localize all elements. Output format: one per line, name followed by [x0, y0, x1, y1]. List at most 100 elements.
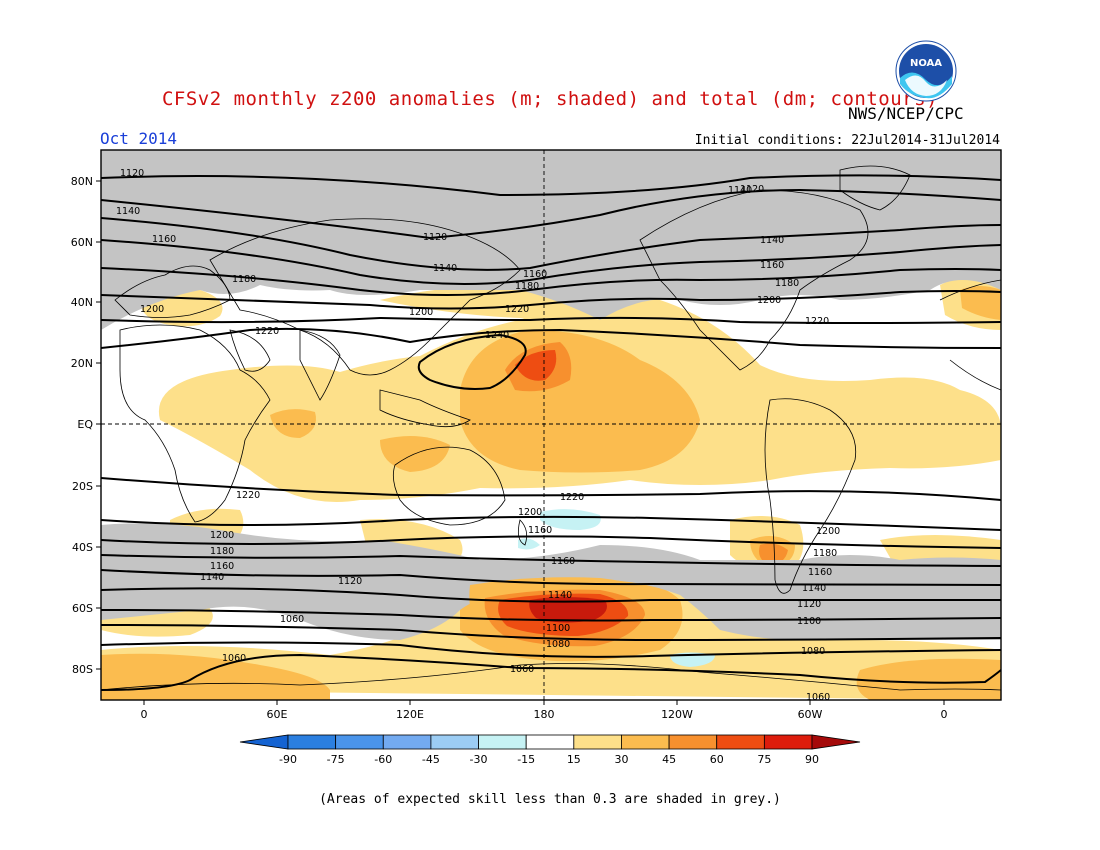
- skill-footnote: (Areas of expected skill less than 0.3 a…: [319, 792, 781, 807]
- colorbar: -90 -75 -60 -45 -30 -15 15 30 45 60 75 90: [239, 734, 861, 766]
- anomaly-negative-field: [518, 509, 715, 667]
- contour-label: 1140: [433, 263, 457, 274]
- lat-label: 20N: [71, 357, 93, 370]
- lon-label: 0: [141, 708, 148, 721]
- colorbar-label: 30: [614, 753, 628, 766]
- lon-label: 180: [534, 708, 555, 721]
- contour-label: 1180: [515, 281, 539, 292]
- contour-label: 1160: [760, 260, 784, 271]
- chart-title: CFSv2 monthly z200 anomalies (m; shaded)…: [161, 88, 939, 110]
- contour-label: 1200: [816, 526, 840, 537]
- contour-label: 1160: [210, 561, 234, 572]
- contour-label: 1180: [813, 548, 837, 559]
- month-label: Oct 2014: [100, 129, 178, 148]
- lat-label: 20S: [72, 480, 93, 493]
- noaa-logo: NOAA: [895, 40, 957, 102]
- colorbar-label: -60: [374, 753, 392, 766]
- contour-label: 1060: [510, 664, 534, 675]
- contour-label: 1140: [548, 590, 572, 601]
- colorbar-cell: [239, 734, 289, 750]
- lon-label: 60W: [798, 708, 823, 721]
- colorbar-cell: [335, 734, 384, 750]
- contour-label: 1060: [222, 653, 246, 664]
- colorbar-label: 60: [710, 753, 724, 766]
- contour-label: 1100: [546, 623, 570, 634]
- colorbar-cell: [573, 734, 622, 750]
- map-panel: 1120 1140 1160 1180 1200 1220 1240 1120 …: [101, 150, 1001, 703]
- colorbar-label: 45: [662, 753, 676, 766]
- colorbar-cell: [287, 734, 337, 750]
- contour-label: 1200: [518, 507, 542, 518]
- colorbar-cell: [811, 734, 861, 750]
- contour-label: 1160: [152, 234, 176, 245]
- colorbar-label: -15: [517, 753, 535, 766]
- colorbar-label: 90: [805, 753, 819, 766]
- south-pacific-anomaly-core: [469, 577, 668, 653]
- height-contours: [101, 174, 1001, 691]
- longitude-labels: 0 60E 120E 180 120W 60W 0: [141, 708, 948, 721]
- contour-label: 1240: [485, 330, 509, 341]
- colorbar-label: -30: [470, 753, 488, 766]
- contour-label: 1140: [760, 235, 784, 246]
- lat-label: 40N: [71, 296, 93, 309]
- contour-labels: 1120 1140 1160 1180 1200 1220 1240 1120 …: [116, 168, 840, 703]
- contour-label: 1080: [801, 646, 825, 657]
- lat-label: 40S: [72, 541, 93, 554]
- contour-label: 1220: [236, 490, 260, 501]
- contour-label: 1180: [775, 278, 799, 289]
- contour-label: 1160: [551, 556, 575, 567]
- contour-label: 1140: [728, 185, 752, 196]
- lat-label: 60S: [72, 602, 93, 615]
- colorbar-label: 75: [757, 753, 771, 766]
- axis-ticks: [96, 180, 945, 705]
- contour-label: 1160: [808, 567, 832, 578]
- initial-conditions-label: Initial conditions: 22Jul2014-31Jul2014: [694, 133, 1000, 148]
- colorbar-cell: [716, 734, 765, 750]
- contour-label: 1140: [802, 583, 826, 594]
- contour-label: 1180: [210, 546, 234, 557]
- contour-label: 1220: [505, 304, 529, 315]
- contour-label: 1120: [338, 576, 362, 587]
- contour-label: 1100: [797, 616, 821, 627]
- contour-label: 1200: [140, 304, 164, 315]
- colorbar-label: 15: [567, 753, 581, 766]
- contour-label: 1200: [757, 295, 781, 306]
- latitude-labels: 80N 60N 40N 20N EQ 20S 40S 60S 80S: [71, 175, 94, 676]
- lon-label: 0: [941, 708, 948, 721]
- contour-label: 1160: [528, 525, 552, 536]
- colorbar-label: -90: [279, 753, 297, 766]
- lon-label: 120E: [396, 708, 424, 721]
- colorbar-label: -45: [422, 753, 440, 766]
- lat-label: EQ: [77, 418, 93, 431]
- lat-label: 80N: [71, 175, 93, 188]
- contour-label: 1140: [200, 572, 224, 583]
- colorbar-cell: [525, 734, 575, 750]
- map-frame: [100, 149, 1002, 701]
- credit-label: NWS/NCEP/CPC: [848, 104, 964, 123]
- contour-label: 1060: [280, 614, 304, 625]
- colorbar-cell: [382, 734, 432, 750]
- contour-label: 1120: [797, 599, 821, 610]
- lon-label: 60E: [267, 708, 288, 721]
- colorbar-cell: [763, 734, 813, 750]
- contour-label: 1120: [740, 184, 764, 195]
- contour-label: 1060: [806, 692, 830, 703]
- colorbar-cell: [668, 734, 718, 750]
- colorbar-cell: [478, 734, 527, 750]
- logo-text: NOAA: [910, 58, 942, 69]
- lon-label: 120W: [661, 708, 693, 721]
- contour-label: 1200: [210, 530, 234, 541]
- contour-label: 1220: [255, 326, 279, 337]
- coastlines: [101, 165, 1001, 691]
- contour-label: 1200: [409, 307, 433, 318]
- contour-label: 1080: [546, 639, 570, 650]
- contour-label: 1140: [116, 206, 140, 217]
- colorbar-label: -75: [327, 753, 345, 766]
- reference-lines: [101, 150, 1001, 700]
- contour-label: 1180: [232, 274, 256, 285]
- lat-label: 60N: [71, 236, 93, 249]
- colorbar-cell: [430, 734, 479, 750]
- contour-label: 1220: [560, 492, 584, 503]
- contour-label: 1160: [523, 269, 547, 280]
